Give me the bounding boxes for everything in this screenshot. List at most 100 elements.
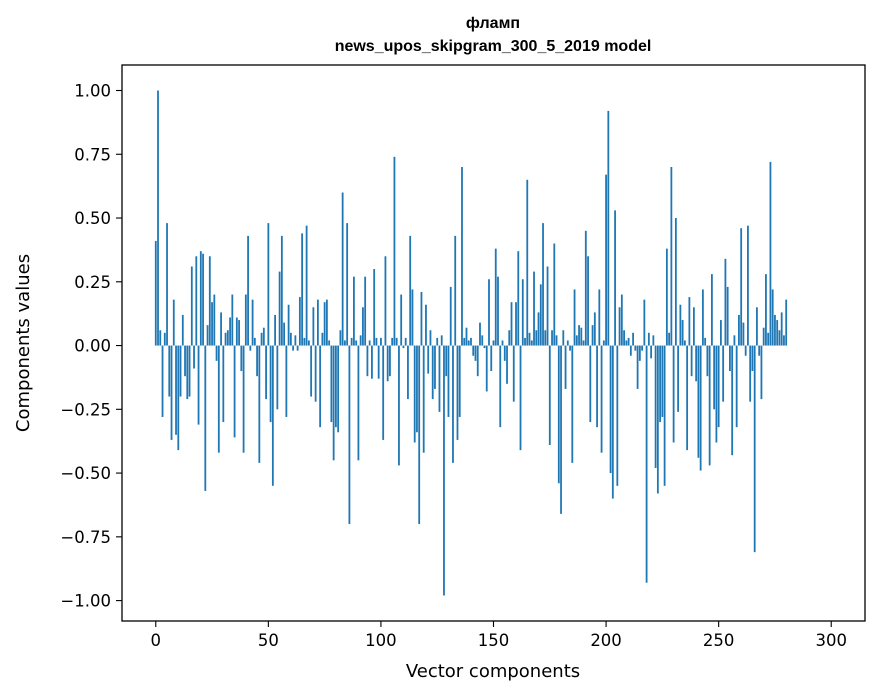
bar-144	[479, 322, 481, 346]
bar-71	[314, 345, 317, 402]
bar-107	[395, 337, 398, 346]
bar-33	[229, 317, 231, 346]
bar-205	[616, 345, 619, 486]
x-tick-label: 100	[365, 631, 397, 650]
y-tick-label: 1.00	[74, 82, 111, 101]
bar-117	[418, 345, 421, 525]
bar-10	[177, 345, 180, 451]
bar-164	[524, 337, 526, 346]
bar-86	[348, 345, 351, 525]
bar-11	[179, 345, 182, 397]
bar-125	[436, 337, 439, 346]
bar-256	[731, 345, 734, 456]
bar-108	[398, 345, 400, 466]
bar-23	[206, 325, 209, 346]
bar-227	[665, 248, 668, 346]
bar-26	[213, 294, 216, 346]
bar-165	[526, 179, 529, 346]
bar-136	[461, 167, 463, 346]
bar-196	[596, 345, 598, 428]
bar-155	[503, 345, 506, 361]
bar-192	[587, 256, 589, 346]
bar-204	[614, 210, 616, 346]
bar-217	[643, 299, 646, 346]
bar-199	[602, 340, 605, 346]
bar-24	[208, 256, 211, 346]
bar-97	[373, 269, 376, 346]
bar-182	[564, 345, 567, 389]
bar-22	[204, 345, 207, 491]
bar-140	[470, 337, 472, 346]
bar-95	[368, 340, 371, 346]
bar-160	[515, 302, 517, 346]
bar-248	[713, 345, 716, 410]
bar-273	[769, 161, 772, 346]
bar-12	[181, 314, 184, 346]
bar-102	[384, 256, 387, 346]
bar-242	[699, 345, 702, 471]
bar-62	[294, 335, 297, 346]
bar-162	[519, 345, 522, 451]
bar-139	[467, 340, 470, 346]
bar-19	[197, 345, 200, 425]
bar-0	[154, 240, 157, 346]
bar-266	[753, 345, 756, 553]
bar-175	[548, 345, 551, 446]
bar-25	[211, 302, 213, 346]
bar-254	[726, 286, 729, 346]
bar-119	[422, 345, 425, 453]
bar-64	[298, 297, 301, 346]
bar-191	[584, 230, 587, 346]
bar-37	[238, 320, 240, 346]
bar-15	[188, 345, 191, 397]
bar-249	[715, 345, 718, 443]
bar-163	[521, 279, 524, 346]
bar-128	[443, 345, 445, 596]
bar-147	[485, 345, 488, 392]
bar-243	[701, 289, 704, 346]
bar-66	[303, 337, 306, 346]
bar-3	[161, 345, 164, 417]
bar-228	[668, 332, 671, 346]
bar-231	[674, 218, 677, 346]
bar-190	[582, 340, 585, 346]
bar-121	[427, 345, 430, 374]
bar-6	[168, 345, 171, 397]
bar-120	[425, 304, 427, 346]
bar-51	[269, 345, 272, 423]
bar-129	[445, 345, 448, 377]
bar-83	[341, 192, 344, 346]
bar-167	[530, 340, 533, 346]
bar-141	[472, 345, 475, 356]
bar-16	[190, 266, 193, 346]
x-tick-label: 300	[815, 631, 847, 650]
bar-224	[659, 345, 662, 423]
bar-151	[494, 248, 497, 346]
bar-52	[271, 345, 274, 486]
bar-114	[411, 289, 414, 346]
bar-91	[359, 335, 362, 346]
bar-31	[224, 332, 227, 346]
bar-222	[654, 345, 657, 468]
bar-171	[539, 284, 542, 346]
bar-18	[195, 256, 198, 346]
bar-111	[404, 337, 407, 346]
bar-195	[593, 312, 596, 346]
bar-82	[339, 330, 342, 346]
bar-99	[377, 345, 380, 379]
bar-216	[641, 345, 643, 351]
bar-132	[452, 345, 454, 463]
bar-214	[636, 345, 639, 389]
bar-4	[163, 332, 166, 346]
bar-259	[738, 314, 740, 346]
bar-92	[362, 307, 364, 346]
bar-161	[517, 251, 520, 346]
bar-268	[758, 345, 761, 356]
bar-70	[312, 307, 315, 346]
bar-235	[683, 340, 686, 346]
bar-72	[316, 299, 319, 346]
bar-247	[711, 274, 713, 346]
bar-133	[454, 235, 457, 346]
bar-75	[323, 302, 326, 346]
bar-158	[510, 302, 513, 346]
